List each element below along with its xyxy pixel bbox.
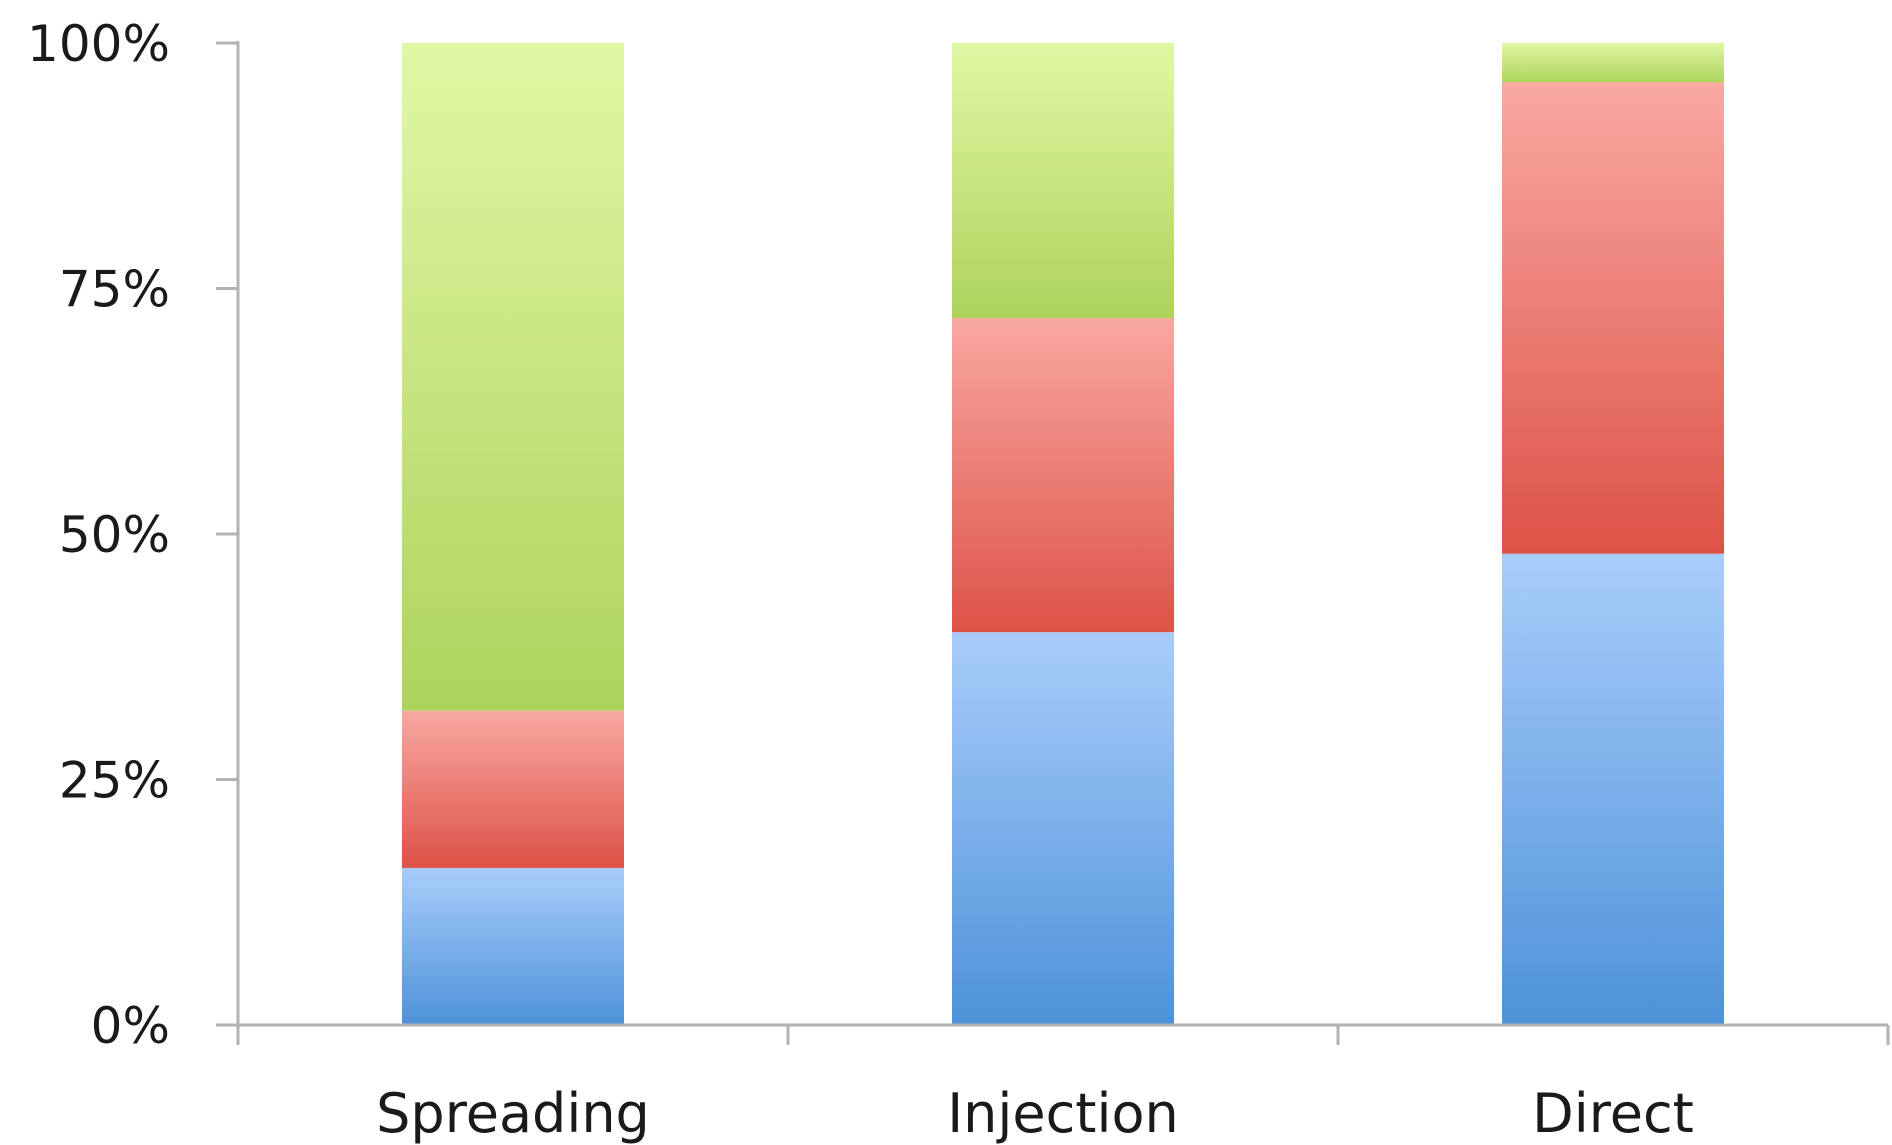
axes-layer	[216, 41, 1890, 1045]
bar-segment-direct-series-3	[1502, 43, 1724, 83]
bar-segment-injection-series-1	[952, 632, 1174, 1025]
bar-segment-spreading-series-2	[402, 710, 624, 868]
y-tick-label: 25%	[59, 752, 170, 810]
bars-layer	[402, 43, 1724, 1025]
bar-segment-injection-series-3	[952, 43, 1174, 318]
y-tick-label: 0%	[91, 997, 170, 1055]
bar-segment-direct-series-1	[1502, 553, 1724, 1025]
x-category-label: Injection	[947, 1082, 1179, 1145]
labels-layer: 0% 25% 50% 75% 100% Spreading Injection Direct	[27, 15, 1694, 1145]
x-category-label: Spreading	[376, 1082, 650, 1145]
bar-segment-direct-series-2	[1502, 82, 1724, 554]
bar-segment-injection-series-2	[952, 318, 1174, 633]
y-tick-label: 100%	[27, 15, 170, 73]
y-tick-label: 75%	[59, 261, 170, 319]
bar-segment-spreading-series-1	[402, 867, 624, 1025]
bar-segment-spreading-series-3	[402, 43, 624, 711]
y-tick-label: 50%	[59, 506, 170, 564]
x-category-label: Direct	[1532, 1082, 1694, 1145]
